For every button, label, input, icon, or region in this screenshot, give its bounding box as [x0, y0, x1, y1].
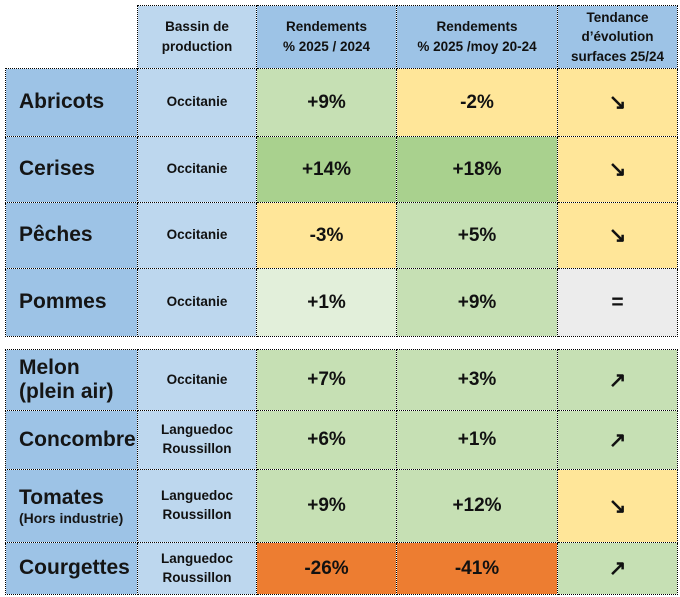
bassin-cell: Occitanie — [137, 68, 257, 137]
product-name: Tomates — [19, 485, 104, 509]
bassin-cell: Languedoc Roussillon — [137, 469, 257, 543]
yield-avg-cell: +9% — [396, 268, 558, 337]
product-cell: Abricots — [5, 68, 138, 137]
product-cell: Concombre — [5, 410, 138, 470]
product-cell: Courgettes — [5, 542, 138, 595]
product-cell: Tomates (Hors industrie) — [5, 469, 138, 543]
product-cell: Pêches — [5, 202, 138, 269]
yield-avg-cell: +1% — [396, 410, 558, 470]
product-name: Pêches — [19, 223, 93, 247]
vegetables-table: Melon (plein air) Occitanie +7% +3% ↗︎ Concom… — [5, 349, 678, 595]
header-row: Bassin de production Rendements % 2025 /… — [5, 5, 678, 69]
product-name: Courgettes — [19, 556, 130, 580]
product-cell: Cerises — [5, 136, 138, 203]
product-name: Pommes — [19, 290, 107, 314]
table-row: Courgettes Languedoc Roussillon -26% -41% ↗︎ — [5, 542, 678, 595]
header-yield-avg: Rendements % 2025 /moy 20-24 — [396, 5, 558, 69]
bassin-cell: Languedoc Roussillon — [137, 542, 257, 595]
table-row: Pêches Occitanie -3% +5% ↘︎ — [5, 202, 678, 269]
bassin-cell: Occitanie — [137, 268, 257, 337]
yield-avg-cell: +18% — [396, 136, 558, 203]
yield-2024-cell: +6% — [256, 410, 397, 470]
product-name: Concombre — [19, 427, 136, 451]
fruits-table: Bassin de production Rendements % 2025 /… — [5, 5, 678, 337]
yield-2024-cell: +1% — [256, 268, 397, 337]
header-blank-cell — [5, 5, 138, 69]
product-name: Melon (plein air) — [19, 355, 114, 403]
trend-cell: ↗︎ — [557, 349, 678, 411]
table-row: Concombre Languedoc Roussillon +6% +1% ↗︎ — [5, 410, 678, 470]
yield-2024-cell: +7% — [256, 349, 397, 411]
table-row: Melon (plein air) Occitanie +7% +3% ↗︎ — [5, 349, 678, 411]
bassin-cell: Occitanie — [137, 349, 257, 411]
header-bassin: Bassin de production — [137, 5, 257, 69]
yield-avg-cell: +12% — [396, 469, 558, 543]
yield-2024-cell: -26% — [256, 542, 397, 595]
header-trend: Tendance d’évolution surfaces 25/24 — [557, 5, 678, 69]
product-name: Abricots — [19, 90, 105, 114]
bassin-cell: Occitanie — [137, 202, 257, 269]
table-row: Cerises Occitanie +14% +18% ↘︎ — [5, 136, 678, 203]
trend-cell: ↘︎ — [557, 68, 678, 137]
yield-avg-cell: -2% — [396, 68, 558, 137]
yield-2024-cell: +9% — [256, 68, 397, 137]
product-cell: Melon (plein air) — [5, 349, 138, 411]
yield-2024-cell: +9% — [256, 469, 397, 543]
yield-avg-cell: -41% — [396, 542, 558, 595]
product-cell: Pommes — [5, 268, 138, 337]
product-subname: (Hors industrie) — [19, 510, 124, 527]
trend-cell: ↘︎ — [557, 202, 678, 269]
table-row: Pommes Occitanie +1% +9% = — [5, 268, 678, 337]
trend-cell: ↗︎ — [557, 410, 678, 470]
product-name: Cerises — [19, 157, 95, 181]
yield-avg-cell: +5% — [396, 202, 558, 269]
trend-cell: ↘︎ — [557, 469, 678, 543]
bassin-cell: Occitanie — [137, 136, 257, 203]
header-yield-2024: Rendements % 2025 / 2024 — [256, 5, 397, 69]
yield-2024-cell: +14% — [256, 136, 397, 203]
table-row: Tomates (Hors industrie) Languedoc Roussil… — [5, 469, 678, 543]
bassin-cell: Languedoc Roussillon — [137, 410, 257, 470]
table-row: Abricots Occitanie +9% -2% ↘︎ — [5, 68, 678, 137]
trend-cell: = — [557, 268, 678, 337]
yield-avg-cell: +3% — [396, 349, 558, 411]
trend-cell: ↘︎ — [557, 136, 678, 203]
trend-cell: ↗︎ — [557, 542, 678, 595]
yield-2024-cell: -3% — [256, 202, 397, 269]
